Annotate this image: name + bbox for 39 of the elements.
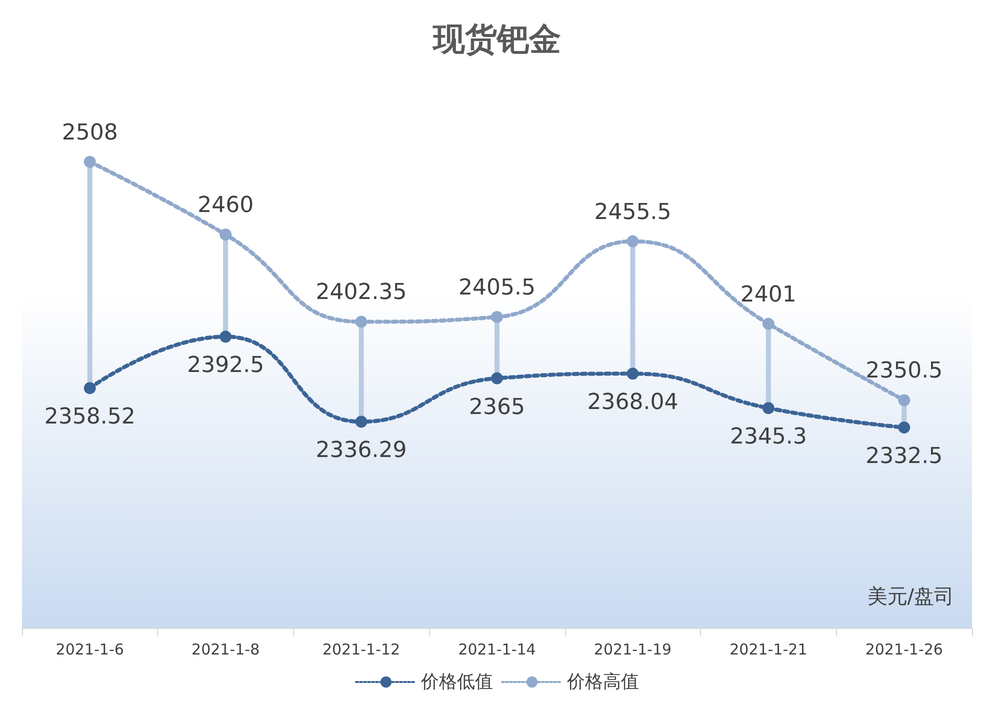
legend-label: 价格高值 [566, 672, 639, 692]
point [762, 318, 774, 330]
point [355, 316, 368, 328]
data-label: 2332.5 [866, 444, 943, 469]
point [898, 421, 910, 434]
chart-title: 现货钯金 [432, 20, 561, 58]
x-tick-label: 2021-1-14 [458, 640, 536, 658]
data-label: 2336.29 [316, 438, 407, 464]
point [220, 228, 232, 240]
point [491, 310, 503, 323]
x-tick-label: 2021-1-8 [192, 640, 260, 658]
point [220, 330, 232, 343]
data-label: 2508 [62, 120, 118, 146]
point [898, 394, 910, 406]
x-tick-label: 2021-1-26 [865, 640, 943, 658]
annotation: 美元/盘司 [867, 584, 954, 608]
point [355, 416, 368, 428]
data-label: 2402.35 [316, 280, 407, 306]
point [762, 402, 774, 414]
data-label: 2460 [198, 192, 254, 218]
data-label: 2350.5 [866, 358, 943, 384]
data-label: 2455.5 [594, 200, 672, 225]
x-tick-label: 2021-1-6 [56, 640, 124, 658]
data-label: 2405.5 [458, 275, 536, 300]
point [626, 235, 639, 248]
point [491, 372, 503, 384]
point [84, 382, 96, 394]
data-label: 2392.5 [187, 353, 264, 378]
data-label: 2358.52 [44, 404, 136, 430]
data-label: 2401 [740, 282, 796, 308]
point [626, 368, 639, 380]
x-tick-label: 2021-1-19 [594, 640, 672, 658]
x-tick-label: 2021-1-21 [730, 640, 808, 658]
data-label: 2368.04 [587, 390, 678, 416]
point [84, 156, 96, 168]
legend-label: 价格低值 [420, 672, 493, 692]
data-label: 2345.3 [730, 424, 807, 450]
data-label: 2365 [469, 394, 525, 420]
x-tick-label: 2021-1-12 [322, 640, 400, 658]
